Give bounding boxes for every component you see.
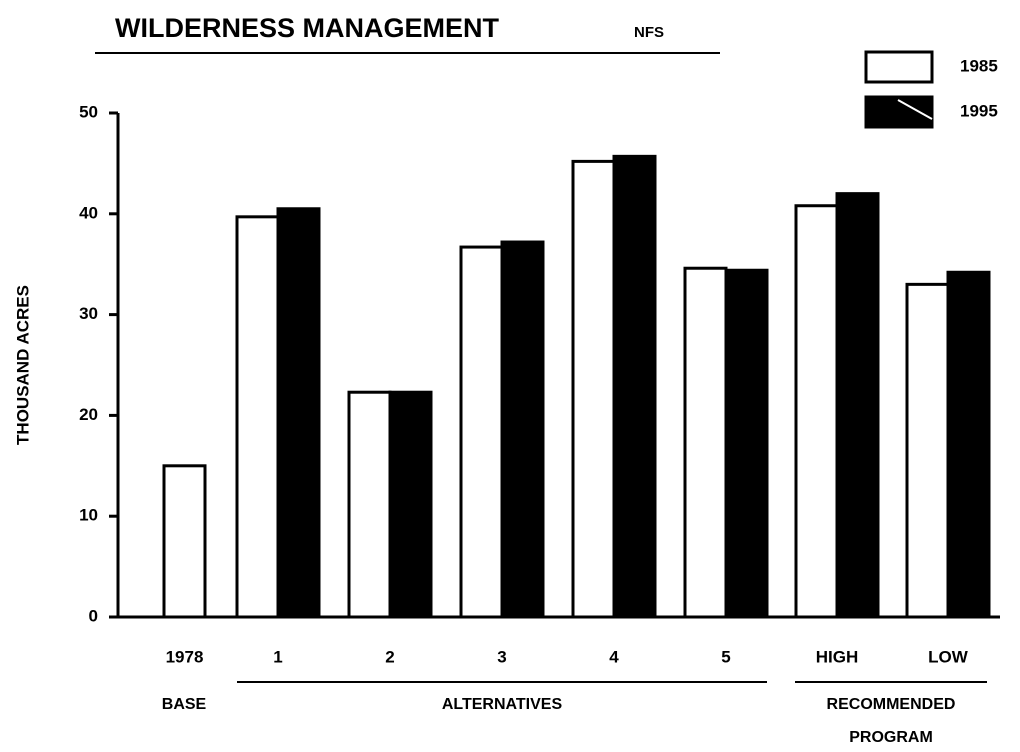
group-label: RECOMMENDED (827, 696, 956, 713)
chart-subtitle: NFS (634, 24, 664, 41)
y-tick-label: 30 (79, 304, 98, 323)
bar (794, 204, 839, 619)
bar (724, 268, 769, 619)
y-tick-label: 0 (89, 606, 98, 625)
bar (905, 282, 950, 619)
bar (835, 192, 880, 619)
y-tick-label: 20 (79, 405, 98, 424)
x-tick-label: 1 (273, 647, 282, 666)
x-tick-label: 1978 (166, 647, 204, 666)
legend-label: 1995 (960, 101, 998, 120)
bar (162, 464, 207, 619)
bar (500, 240, 545, 619)
group-label: ALTERNATIVES (442, 696, 563, 713)
y-axis-label: THOUSAND ACRES (13, 285, 32, 445)
chart-title: WILDERNESS MANAGEMENT (115, 13, 500, 43)
legend-swatch-stripe (897, 99, 933, 120)
bar (347, 390, 392, 619)
x-tick-label: 2 (385, 647, 394, 666)
bar (946, 270, 991, 619)
x-tick-label: HIGH (816, 647, 859, 666)
legend-label: 1985 (960, 56, 998, 75)
x-tick-label: 5 (721, 647, 730, 666)
y-tick-label: 40 (79, 203, 98, 222)
group-label: PROGRAM (849, 729, 933, 746)
group-label: BASE (162, 696, 207, 713)
bar (683, 266, 728, 619)
bar (276, 207, 321, 619)
x-tick-label: 4 (609, 647, 619, 666)
y-tick-label: 50 (79, 102, 98, 121)
x-tick-label: 3 (497, 647, 506, 666)
bar (571, 159, 616, 619)
bar (459, 245, 504, 619)
y-tick-label: 10 (79, 506, 98, 525)
bar (612, 154, 657, 619)
bar (235, 215, 280, 619)
x-tick-label: LOW (928, 647, 969, 666)
legend-swatch (864, 50, 934, 84)
bar (388, 390, 433, 619)
